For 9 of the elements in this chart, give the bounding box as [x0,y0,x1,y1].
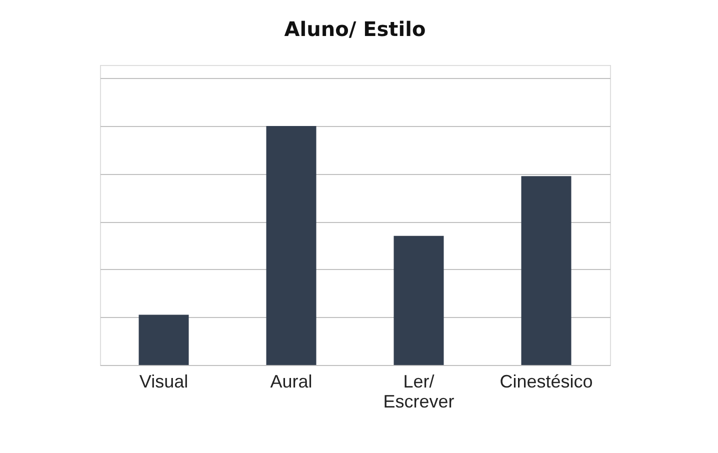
bar [394,236,444,365]
bar [521,176,572,365]
bar [138,314,189,365]
x-tick-label: Ler/ Escrever [383,372,454,412]
bar [266,126,316,365]
x-tick-label: Aural [270,372,312,392]
x-tick-label: Visual [139,372,188,392]
chart-title: Aluno/ Estilo [284,17,426,41]
x-tick-label: Cinestésico [500,372,593,392]
